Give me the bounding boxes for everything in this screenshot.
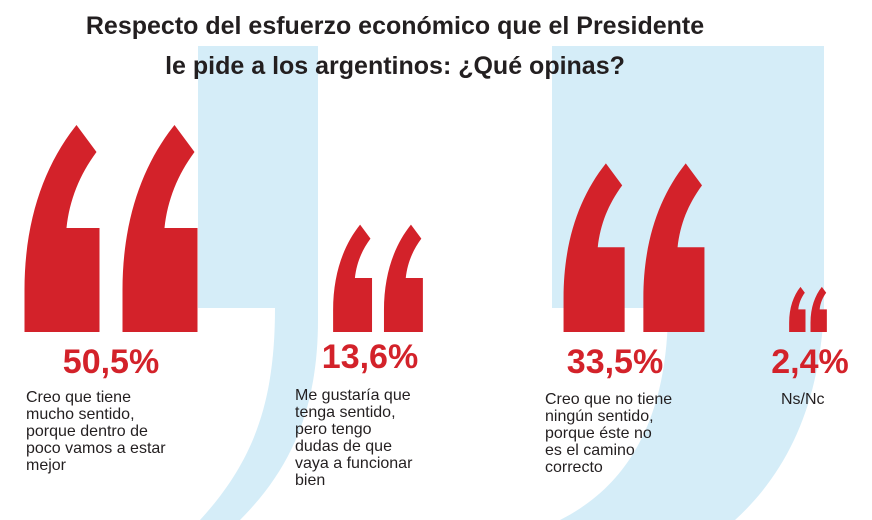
description-2: Me gustaría que tenga sentido, pero teng… (295, 387, 413, 489)
quote-comma-2 (383, 224, 423, 332)
quote-mark-3 (563, 163, 705, 332)
background-quote-left (198, 46, 318, 520)
value-label-1: 50,5% (62, 343, 160, 381)
quote-comma-2 (810, 286, 827, 332)
quote-mark-1 (24, 125, 198, 332)
quote-comma-1 (789, 286, 806, 332)
description-1: Creo que tiene mucho sentido, porque den… (26, 389, 166, 474)
chart-title-line-2: le pide a los argentinos: ¿Qué opinas? (165, 52, 625, 80)
quote-comma-1 (333, 224, 373, 332)
value-label-3: 33,5% (566, 343, 664, 381)
chart-title-line-1: Respecto del esfuerzo económico que el P… (85, 12, 705, 40)
quote-comma-2 (643, 163, 705, 332)
quote-comma-2 (122, 125, 198, 332)
quote-comma-1 (563, 163, 625, 332)
quote-mark-4 (789, 286, 827, 332)
quote-comma-1 (24, 125, 100, 332)
description-3: Creo que no tiene ningún sentido, porque… (545, 391, 673, 476)
quote-mark-2 (333, 224, 423, 332)
value-label-2: 13,6% (321, 338, 419, 376)
value-label-4: 2,4% (771, 343, 849, 381)
description-4: Ns/Nc (781, 391, 825, 408)
